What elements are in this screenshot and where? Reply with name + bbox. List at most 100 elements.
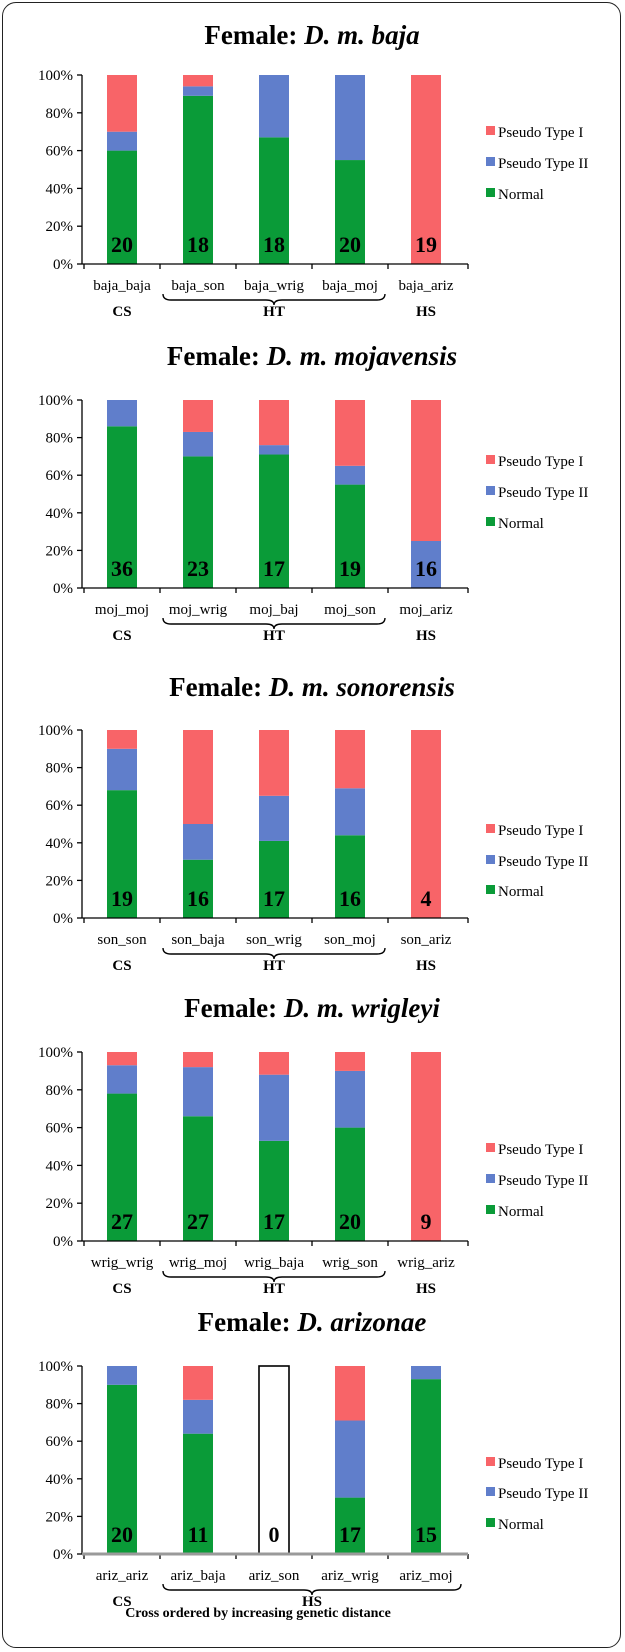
group-label: HS [416,628,436,644]
group-label: CS [112,1594,131,1610]
legend-swatch [486,188,495,197]
legend-label: Pseudo Type II [498,1486,588,1502]
bar-count-label: 16 [187,886,209,911]
bar-count-label: 17 [263,886,285,911]
bar-segment-pseudo-type-i [259,730,289,796]
chart-title-prefix: Female: [204,20,304,50]
y-tick-label: 60% [46,1434,74,1450]
bar-segment-pseudo-type-i [107,75,137,132]
legend-label: Pseudo Type I [498,125,583,141]
legend-label: Normal [498,1517,544,1533]
x-category-label: baja_son [171,278,225,294]
legend-label: Pseudo Type I [498,823,583,839]
bar-segment-normal [259,840,289,918]
bar-segment-pseudo-type-ii [335,465,365,485]
bar-count-label: 27 [187,1209,209,1234]
group-brace [162,293,386,306]
bar-segment-pseudo-type-ii [107,748,137,791]
bar-segment-normal [335,1497,365,1554]
bar-segment-pseudo-type-ii [411,541,441,588]
y-tick-label: 100% [38,723,73,739]
group-brace [162,1270,386,1283]
legend-swatch [486,486,495,495]
bar-count-label: 19 [111,886,133,911]
y-tick-label: 100% [38,1359,73,1375]
legend-label: Pseudo Type II [498,1173,588,1189]
chart-panel-1: Female: D. m. baja 0% 20% 40% 60% 80% 100% 20 ba… [38,20,588,320]
legend-label: Pseudo Type I [498,454,583,470]
group-label: CS [112,304,131,320]
legend-swatch [486,1205,495,1214]
legend-swatch [486,855,495,864]
legend-label: Normal [498,1204,544,1220]
bar-segment-pseudo-type-ii [107,1065,137,1094]
legend-label: Normal [498,516,544,532]
bar-count-label: 17 [263,556,285,581]
bar-count-label: 20 [339,1209,361,1234]
chart-title: Female: D. arizonae [198,1307,427,1337]
group-label: HT [263,304,285,320]
bar-segment-pseudo-type-ii [335,788,365,836]
bar-segment-pseudo-type-ii [183,1067,213,1117]
legend-swatch [486,885,495,894]
x-category-label: wrig_ariz [397,1255,455,1271]
x-category-label: ariz_moj [399,1568,452,1584]
legend-swatch [486,455,495,464]
chart-title: Female: D. m. mojavensis [167,341,457,371]
group-label: HS [416,958,436,974]
legend-label: Normal [498,884,544,900]
x-category-label: moj_son [324,602,376,618]
group-label: CS [112,958,131,974]
bar-segment-pseudo-type-ii [183,1399,213,1434]
chart-title-prefix: Female: [169,672,269,702]
bar-count-label: 11 [188,1522,209,1547]
y-tick-label: 20% [46,219,74,235]
group-label: HS [302,1594,322,1610]
bar-segment-pseudo-type-i [183,400,213,432]
bar-segment-normal [183,95,213,264]
legend-swatch [486,1518,495,1527]
x-category-label: ariz_wrig [321,1568,379,1584]
bar-count-label: 20 [339,232,361,257]
y-tick-label: 80% [46,761,74,777]
bar-count-label: 16 [415,556,437,581]
chart-panel-5: Female: D. arizonae 0% 20% 40% 60% 80% 100% 20 a… [38,1307,588,1610]
bar-segment-normal [183,1433,213,1554]
legend-swatch [486,1143,495,1152]
y-tick-label: 60% [46,798,74,814]
bar-segment-pseudo-type-ii [335,1070,365,1128]
x-category-label: son_moj [324,932,376,948]
legend-swatch [486,1174,495,1183]
bar-segment-pseudo-type-ii [107,131,137,151]
x-category-label: ariz_baja [171,1568,226,1584]
y-tick-label: 100% [38,393,73,409]
x-category-label: moj_ariz [399,602,453,618]
bar-count-label: 19 [339,556,361,581]
y-tick-label: 40% [46,1472,74,1488]
legend-swatch [486,824,495,833]
bar-segment-normal [259,1140,289,1241]
bar-count-label: 9 [421,1209,432,1234]
bar-segment-pseudo-type-i [411,1052,441,1241]
chart-title-prefix: Female: [167,341,267,371]
bar-segment-pseudo-type-i [183,730,213,824]
bar-segment-pseudo-type-i [259,400,289,446]
group-label: HT [263,958,285,974]
bar-segment-normal [183,859,213,918]
x-category-label: baja_moj [322,278,378,294]
group-label: CS [112,1281,131,1297]
bar-count-label: 17 [263,1209,285,1234]
bar-segment-pseudo-type-i [107,1052,137,1066]
group-brace [162,617,386,630]
x-category-label: moj_moj [95,602,149,618]
y-tick-label: 20% [46,1196,74,1212]
group-label: HT [263,1281,285,1297]
legend-label: Pseudo Type I [498,1456,583,1472]
group-label: HS [416,1281,436,1297]
bar-segment-pseudo-type-ii [259,75,289,138]
chart-panel-2: Female: D. m. mojavensis 0% 20% 40% 60% 80% 10… [38,341,588,644]
bar-segment-pseudo-type-ii [259,445,289,455]
bar-segment-pseudo-type-ii [183,431,213,457]
